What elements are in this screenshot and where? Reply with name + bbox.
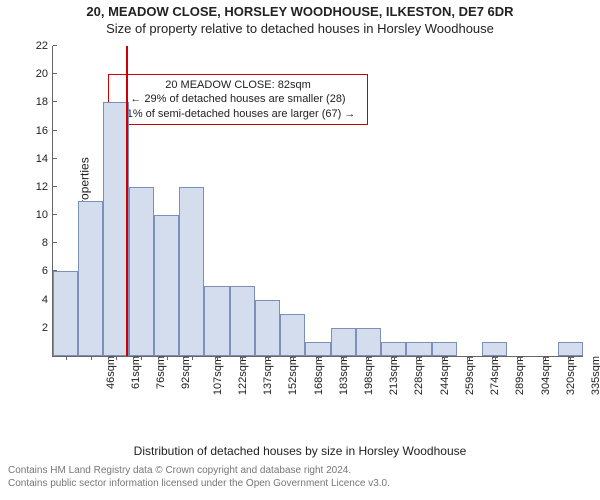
x-tick-mark	[66, 356, 67, 360]
x-tick-mark	[545, 356, 546, 360]
x-tick-mark	[116, 356, 117, 360]
page-subtitle: Size of property relative to detached ho…	[0, 21, 600, 36]
x-tick-mark	[141, 356, 142, 360]
y-tick: 14	[26, 153, 53, 165]
page-title-address: 20, MEADOW CLOSE, HORSLEY WOODHOUSE, ILK…	[0, 4, 600, 19]
x-tick: 122sqm	[235, 356, 249, 395]
y-tick: 8	[26, 237, 53, 249]
x-tick-mark	[293, 356, 294, 360]
x-tick: 137sqm	[260, 356, 274, 395]
x-axis-label: Distribution of detached houses by size …	[0, 444, 600, 458]
x-tick: 198sqm	[361, 356, 375, 395]
histogram-chart: Number of detached properties 20 MEADOW …	[0, 36, 600, 444]
y-tick: 22	[26, 40, 53, 52]
y-tick: 10	[26, 209, 53, 221]
x-tick-mark	[192, 356, 193, 360]
histogram-bar	[558, 342, 583, 356]
x-tick-mark	[343, 356, 344, 360]
x-tick-mark	[91, 356, 92, 360]
annotation-line-smaller: ← 29% of detached houses are smaller (28…	[114, 92, 362, 106]
annotation-line-larger: 71% of semi-detached houses are larger (…	[114, 107, 362, 121]
x-tick: 107sqm	[210, 356, 224, 395]
annotation-line-property: 20 MEADOW CLOSE: 82sqm	[114, 78, 362, 92]
histogram-bar	[356, 328, 381, 356]
x-tick: 320sqm	[563, 356, 577, 395]
histogram-bar	[381, 342, 406, 356]
x-tick: 244sqm	[437, 356, 451, 395]
histogram-bar	[53, 271, 78, 356]
property-marker-annotation: 20 MEADOW CLOSE: 82sqm ← 29% of detached…	[108, 74, 368, 125]
histogram-bar	[331, 328, 356, 356]
x-tick-mark	[394, 356, 395, 360]
property-size-marker	[126, 46, 128, 356]
y-tick: 18	[26, 96, 53, 108]
x-tick: 152sqm	[285, 356, 299, 395]
histogram-bar	[305, 342, 330, 356]
x-tick-mark	[368, 356, 369, 360]
y-tick: 4	[26, 294, 53, 306]
x-tick: 168sqm	[311, 356, 325, 395]
y-tick: 6	[26, 265, 53, 277]
x-tick: 92sqm	[178, 356, 192, 389]
x-tick: 213sqm	[386, 356, 400, 395]
footer-line-1: Contains HM Land Registry data © Crown c…	[8, 464, 592, 477]
x-tick-mark	[444, 356, 445, 360]
x-tick-mark	[419, 356, 420, 360]
x-tick: 228sqm	[412, 356, 426, 395]
x-tick-mark	[268, 356, 269, 360]
y-tick: 2	[26, 322, 53, 334]
x-tick-mark	[318, 356, 319, 360]
plot-area: 20 MEADOW CLOSE: 82sqm ← 29% of detached…	[52, 46, 583, 357]
histogram-bar	[280, 314, 305, 356]
x-tick-mark	[570, 356, 571, 360]
histogram-bar	[432, 342, 457, 356]
x-tick-mark	[520, 356, 521, 360]
y-tick: 20	[26, 68, 53, 80]
x-tick: 76sqm	[153, 356, 167, 389]
x-tick: 304sqm	[538, 356, 552, 395]
histogram-bar	[204, 286, 229, 356]
histogram-bar	[482, 342, 507, 356]
x-tick-mark	[217, 356, 218, 360]
x-tick: 183sqm	[336, 356, 350, 395]
histogram-bar	[179, 187, 204, 356]
histogram-bar	[230, 286, 255, 356]
x-tick: 335sqm	[588, 356, 600, 395]
histogram-bar	[103, 102, 128, 356]
histogram-bar	[78, 201, 103, 356]
histogram-bar	[154, 215, 179, 356]
x-tick: 274sqm	[487, 356, 501, 395]
y-tick: 12	[26, 181, 53, 193]
y-tick: 16	[26, 125, 53, 137]
x-tick-mark	[469, 356, 470, 360]
histogram-bar	[129, 187, 154, 356]
x-tick: 259sqm	[462, 356, 476, 395]
x-tick: 289sqm	[513, 356, 527, 395]
copyright-footer: Contains HM Land Registry data © Crown c…	[0, 458, 600, 490]
x-tick: 61sqm	[128, 356, 142, 389]
x-tick-mark	[242, 356, 243, 360]
footer-line-2: Contains public sector information licen…	[8, 477, 592, 490]
x-tick-mark	[167, 356, 168, 360]
histogram-bar	[406, 342, 431, 356]
x-tick-mark	[495, 356, 496, 360]
x-tick: 46sqm	[103, 356, 117, 389]
histogram-bar	[255, 300, 280, 356]
